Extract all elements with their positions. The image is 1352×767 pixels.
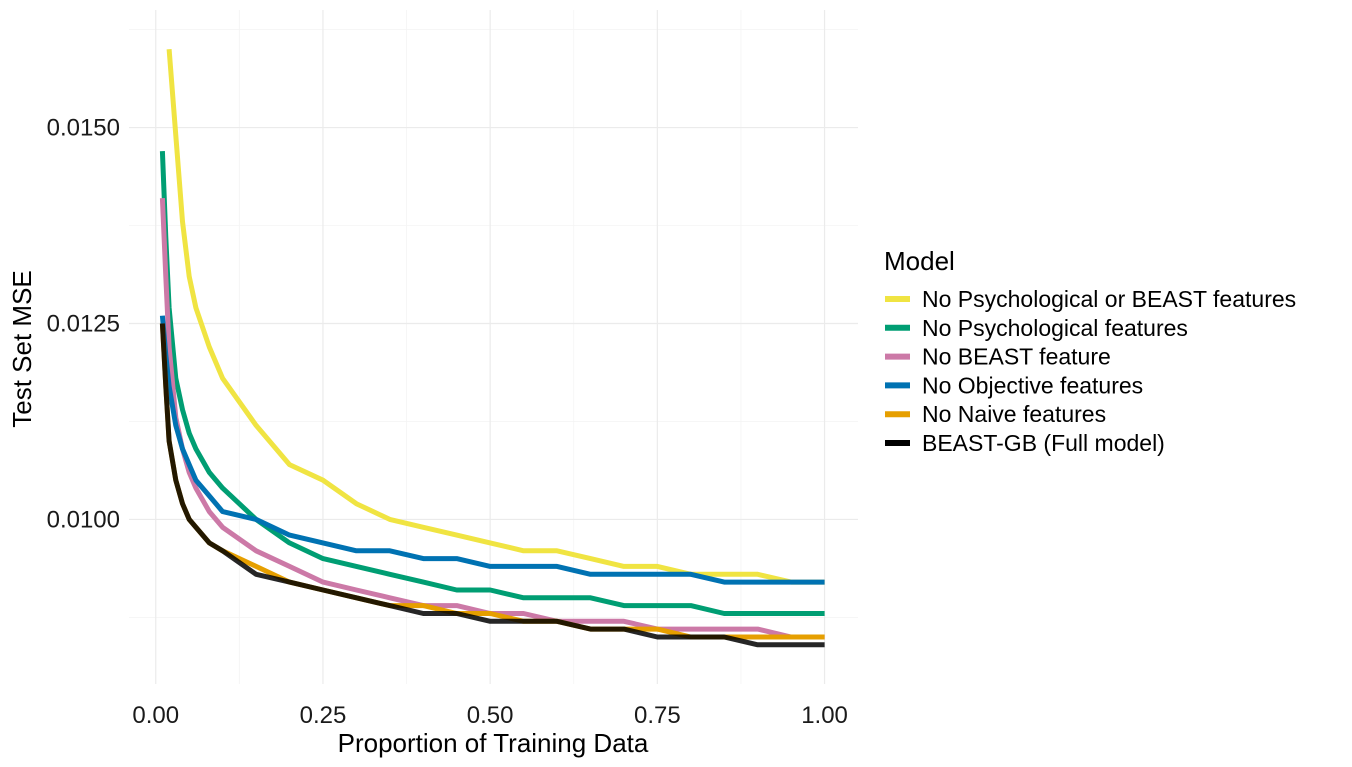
x-axis-ticks: 0.00 0.25 0.50 0.75 1.00 [132,702,848,729]
series-layer [159,49,825,648]
series-line-4 [159,315,825,585]
x-tick-label: 0.00 [132,702,179,729]
x-tick-label: 0.75 [634,702,681,729]
x-tick-label: 0.25 [300,702,347,729]
x-tick-label: 1.00 [801,702,848,729]
series-line-2 [159,151,825,616]
x-axis-title: Proportion of Training Data [338,728,649,758]
legend-label: No BEAST feature [922,344,1111,370]
legend-label: BEAST-GB (Full model) [922,430,1165,456]
legend-title: Model [884,246,955,276]
y-axis-title: Test Set MSE [7,270,37,428]
series-line-1 [166,49,825,585]
y-axis-ticks: 0.0100 0.0125 0.0150 [47,115,120,534]
legend-label: No Psychological or BEAST features [922,286,1296,312]
legend-label: No Psychological features [922,315,1188,341]
legend-label: No Naive features [922,401,1106,427]
y-tick-label: 0.0150 [47,115,120,142]
y-tick-label: 0.0100 [47,506,120,533]
series-line-6 [159,323,825,648]
x-tick-label: 0.50 [467,702,514,729]
legend: Model No Psychological or BEAST features… [884,246,1296,456]
legend-label: No Objective features [922,372,1143,398]
y-tick-label: 0.0125 [47,310,120,337]
